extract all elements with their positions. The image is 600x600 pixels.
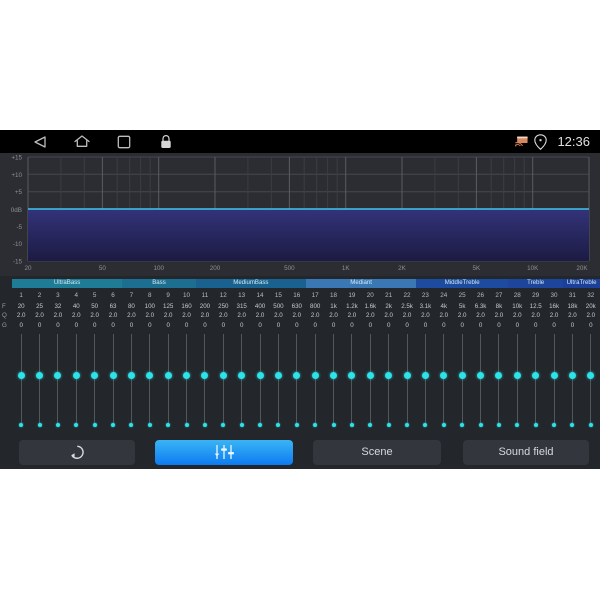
svg-text:+10: +10	[11, 172, 22, 179]
svg-text:-5: -5	[16, 224, 22, 231]
svg-text:20K: 20K	[576, 265, 588, 272]
svg-text:5K: 5K	[473, 265, 482, 272]
svg-text:100: 100	[153, 265, 164, 272]
svg-text:+15: +15	[11, 155, 22, 162]
svg-text:1K: 1K	[342, 265, 351, 272]
svg-text:+5: +5	[15, 189, 23, 196]
svg-text:2K: 2K	[398, 265, 407, 272]
svg-text:200: 200	[210, 265, 221, 272]
svg-text:50: 50	[99, 265, 107, 272]
svg-text:20: 20	[24, 265, 32, 272]
svg-text:-15: -15	[13, 259, 23, 266]
svg-text:0dB: 0dB	[11, 207, 22, 214]
svg-text:-10: -10	[13, 241, 23, 248]
svg-text:500: 500	[284, 265, 295, 272]
svg-text:10K: 10K	[527, 265, 539, 272]
